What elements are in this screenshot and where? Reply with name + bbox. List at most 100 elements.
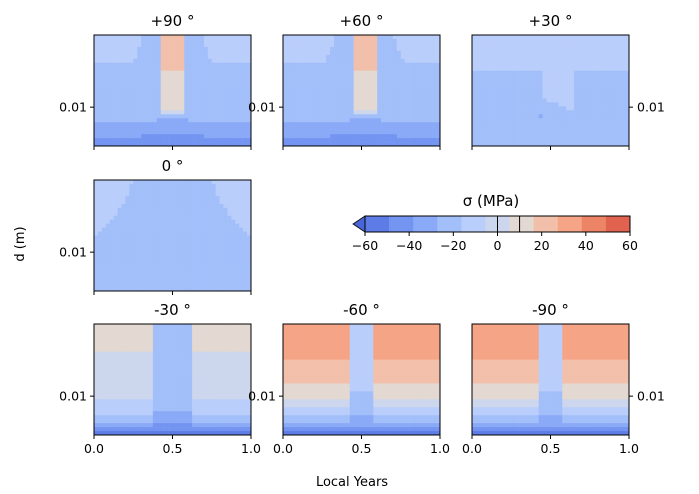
heatmap-cell	[503, 106, 508, 111]
heatmap-cell	[137, 130, 142, 135]
heatmap-cell	[298, 122, 303, 127]
heatmap-cell	[207, 134, 213, 139]
heatmap-cell	[334, 142, 339, 147]
heatmap-cell	[164, 223, 169, 228]
heatmap-cell	[219, 355, 224, 360]
heatmap-cell	[97, 78, 103, 83]
heatmap-cell	[215, 90, 220, 95]
heatmap-cell	[554, 130, 559, 135]
heatmap-cell	[306, 54, 311, 60]
heatmap-cell	[219, 247, 224, 252]
heatmap-cell	[554, 70, 559, 75]
heatmap-cell	[585, 126, 591, 131]
heatmap-cell	[172, 122, 177, 127]
heatmap-cell	[192, 118, 197, 123]
heatmap-cell	[499, 102, 504, 107]
heatmap-cell	[184, 118, 189, 123]
heatmap-cell	[412, 66, 417, 71]
heatmap-cell	[137, 223, 142, 228]
heatmap-cell	[487, 122, 492, 127]
heatmap-cell	[129, 363, 134, 368]
heatmap-cell	[408, 118, 413, 123]
heatmap-cell	[341, 106, 347, 111]
heatmap-cell	[286, 82, 292, 87]
heatmap-cell	[593, 134, 598, 139]
heatmap-cell	[428, 98, 433, 103]
heatmap-cell	[550, 86, 555, 91]
heatmap-cell	[227, 255, 232, 260]
heatmap-cell	[558, 50, 563, 56]
heatmap-cell	[534, 126, 540, 131]
heatmap-cell	[519, 110, 524, 115]
panel-title: +60 °	[340, 12, 384, 30]
heatmap-cell	[184, 239, 189, 244]
heatmap-cell	[562, 130, 567, 135]
heatmap-cell	[483, 98, 488, 103]
heatmap-cell	[94, 263, 99, 268]
heatmap-cell	[400, 66, 405, 71]
heatmap-cell	[534, 70, 540, 75]
heatmap-cell	[574, 90, 579, 95]
heatmap-cell	[239, 94, 244, 99]
heatmap-cell	[589, 46, 594, 52]
heatmap-cell	[203, 219, 209, 224]
heatmap-cell	[609, 42, 614, 48]
heatmap-cell	[475, 118, 481, 123]
heatmap-cell	[133, 195, 138, 201]
heatmap-cell	[416, 66, 421, 71]
heatmap-cell	[302, 35, 307, 40]
heatmap-cell	[404, 142, 409, 147]
heatmap-cell	[215, 207, 220, 213]
heatmap-cell	[365, 102, 370, 107]
heatmap-cell	[306, 74, 311, 79]
heatmap-cell	[164, 211, 169, 216]
heatmap-cell	[581, 35, 587, 40]
heatmap-cell	[141, 142, 146, 147]
heatmap-cell	[172, 78, 177, 83]
heatmap-cell	[400, 94, 405, 99]
heatmap-cell	[334, 106, 339, 111]
heatmap-cell	[621, 74, 626, 79]
heatmap-cell	[345, 134, 351, 139]
heatmap-cell	[400, 62, 405, 68]
heatmap-cell	[534, 130, 540, 135]
heatmap-cell	[562, 106, 567, 111]
heatmap-cell	[184, 54, 189, 60]
heatmap-cell	[148, 78, 154, 83]
heatmap-cell	[381, 86, 386, 91]
heatmap-cell	[215, 347, 220, 353]
heatmap-cell	[211, 187, 216, 193]
heatmap-cell	[176, 231, 181, 236]
heatmap-cell	[286, 126, 292, 131]
heatmap-cell	[168, 363, 173, 368]
heatmap-cell	[507, 86, 512, 91]
heatmap-cell	[109, 118, 114, 123]
heatmap-cell	[219, 35, 224, 40]
heatmap-cell	[334, 70, 339, 75]
heatmap-cell	[345, 130, 351, 135]
heatmap-cell	[223, 86, 228, 91]
heatmap-cell	[365, 138, 370, 143]
heatmap-cell	[152, 367, 158, 372]
heatmap-cell	[227, 35, 232, 40]
heatmap-cell	[172, 98, 177, 103]
heatmap-cell	[227, 183, 232, 189]
heatmap-cell	[176, 251, 181, 256]
heatmap-cell	[156, 42, 162, 48]
heatmap-cell	[227, 191, 232, 197]
heatmap-cell	[196, 223, 201, 228]
heatmap-cell	[207, 203, 213, 209]
heatmap-cell	[215, 191, 220, 197]
heatmap-cell	[298, 118, 303, 123]
heatmap-cell	[184, 98, 189, 103]
heatmap-cell	[133, 70, 138, 75]
heatmap-cell	[392, 46, 398, 52]
heatmap-cell	[207, 287, 213, 292]
heatmap-cell	[129, 42, 134, 48]
heatmap-cell	[145, 142, 150, 147]
heatmap-cell	[330, 58, 335, 64]
heatmap-cell	[231, 66, 236, 71]
heatmap-cell	[141, 283, 146, 288]
heatmap-cell	[196, 74, 201, 79]
heatmap-cell	[306, 102, 311, 107]
